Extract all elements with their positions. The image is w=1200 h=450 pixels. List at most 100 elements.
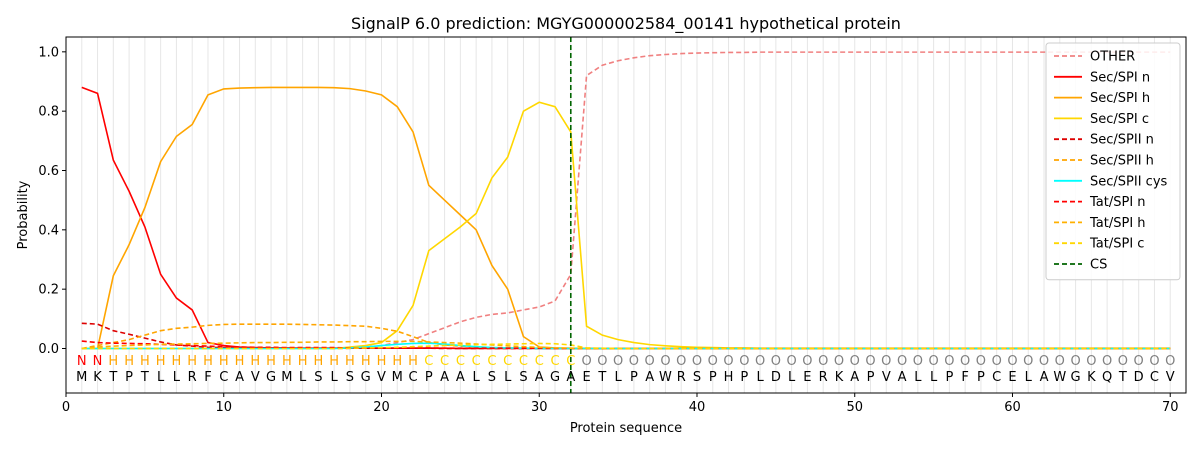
axes: 0 10 20 30 40 50 60 70 0.0 0.2 0.4 0.6 0.8 1.0 bbox=[38, 45, 1178, 415]
region-label: C bbox=[456, 354, 465, 369]
region-label: O bbox=[1102, 354, 1112, 369]
residue-label: S bbox=[314, 370, 322, 385]
region-label: O bbox=[1086, 354, 1096, 369]
residue-label: A bbox=[1040, 370, 1049, 385]
x-axis-label: Protein sequence bbox=[570, 421, 682, 436]
region-label: H bbox=[108, 354, 118, 369]
residue-label: Q bbox=[1102, 370, 1112, 385]
residue-label: V bbox=[1166, 370, 1175, 385]
region-label: C bbox=[519, 354, 528, 369]
residue-label: K bbox=[1087, 370, 1096, 385]
region-label: C bbox=[550, 354, 559, 369]
residue-label: S bbox=[693, 370, 701, 385]
region-label: O bbox=[1165, 354, 1175, 369]
legend-label: OTHER bbox=[1090, 50, 1135, 65]
region-label: C bbox=[503, 354, 512, 369]
region-label: H bbox=[187, 354, 197, 369]
residue-label: H bbox=[724, 370, 734, 385]
region-label: O bbox=[1118, 354, 1128, 369]
region-label: O bbox=[660, 354, 670, 369]
residue-label: G bbox=[550, 370, 560, 385]
region-label: C bbox=[535, 354, 544, 369]
residue-label: A bbox=[456, 370, 465, 385]
residue-label: R bbox=[677, 370, 686, 385]
residue-label: S bbox=[488, 370, 496, 385]
residue-label: C bbox=[992, 370, 1001, 385]
series-line bbox=[81, 342, 1171, 350]
region-label: O bbox=[928, 354, 938, 369]
x-tick-label: 0 bbox=[62, 400, 70, 415]
residue-label: D bbox=[1134, 370, 1144, 385]
residue-label: L bbox=[1025, 370, 1033, 385]
region-label: O bbox=[597, 354, 607, 369]
sequence-labels: NMNKHTHPHTHLHLHRHFHCHAHVHGHMHLHSHLHSHGHV… bbox=[76, 354, 1175, 385]
region-label: O bbox=[1134, 354, 1144, 369]
region-label: C bbox=[566, 354, 575, 369]
residue-label: T bbox=[1118, 370, 1127, 385]
region-label: H bbox=[172, 354, 182, 369]
region-label: O bbox=[708, 354, 718, 369]
series-line bbox=[81, 86, 1171, 350]
chart-title: SignalP 6.0 prediction: MGYG000002584_00… bbox=[351, 14, 901, 34]
region-label: C bbox=[487, 354, 496, 369]
legend-label: Sec/SPII h bbox=[1090, 154, 1154, 169]
region-label: H bbox=[250, 354, 260, 369]
region-label: O bbox=[1007, 354, 1017, 369]
region-label: H bbox=[156, 354, 166, 369]
region-label: C bbox=[440, 354, 449, 369]
residue-label: P bbox=[630, 370, 638, 385]
residue-label: C bbox=[409, 370, 418, 385]
legend-label: CS bbox=[1090, 258, 1107, 273]
region-label: O bbox=[897, 354, 907, 369]
y-tick-label: 0.2 bbox=[38, 283, 59, 298]
region-label: O bbox=[992, 354, 1002, 369]
region-label: H bbox=[361, 354, 371, 369]
residue-label: S bbox=[346, 370, 354, 385]
residue-label: L bbox=[756, 370, 764, 385]
region-label: O bbox=[629, 354, 639, 369]
region-label: O bbox=[881, 354, 891, 369]
region-label: O bbox=[692, 354, 702, 369]
residue-label: R bbox=[188, 370, 197, 385]
series-line bbox=[81, 101, 1171, 350]
y-axis-label: Probability bbox=[16, 180, 31, 249]
y-tick-label: 0.6 bbox=[38, 164, 59, 179]
series-line bbox=[81, 322, 1171, 350]
region-label: H bbox=[377, 354, 387, 369]
residue-label: L bbox=[930, 370, 938, 385]
residue-label: C bbox=[219, 370, 228, 385]
residue-label: T bbox=[140, 370, 149, 385]
legend-label: Sec/SPI c bbox=[1090, 112, 1149, 127]
residue-label: A bbox=[535, 370, 544, 385]
residue-label: E bbox=[803, 370, 811, 385]
residue-label: G bbox=[266, 370, 276, 385]
residue-label: K bbox=[835, 370, 844, 385]
region-label: O bbox=[755, 354, 765, 369]
grid bbox=[81, 37, 1171, 393]
residue-label: F bbox=[204, 370, 211, 385]
residue-label: T bbox=[108, 370, 117, 385]
region-label: O bbox=[1055, 354, 1065, 369]
region-label: O bbox=[850, 354, 860, 369]
x-tick-label: 40 bbox=[689, 400, 706, 415]
region-label: O bbox=[613, 354, 623, 369]
residue-label: P bbox=[740, 370, 748, 385]
x-tick-label: 30 bbox=[531, 400, 548, 415]
residue-label: L bbox=[157, 370, 165, 385]
y-tick-label: 0.0 bbox=[38, 342, 59, 357]
residue-label: A bbox=[850, 370, 859, 385]
legend-label: Tat/SPI n bbox=[1089, 195, 1146, 210]
residue-label: L bbox=[788, 370, 796, 385]
residue-label: L bbox=[331, 370, 339, 385]
y-tick-label: 0.8 bbox=[38, 105, 59, 120]
region-label: C bbox=[472, 354, 481, 369]
legend-label: Sec/SPI n bbox=[1090, 70, 1150, 85]
region-label: H bbox=[235, 354, 245, 369]
x-tick-label: 50 bbox=[846, 400, 863, 415]
residue-label: A bbox=[235, 370, 244, 385]
residue-label: L bbox=[173, 370, 181, 385]
region-label: O bbox=[960, 354, 970, 369]
residue-label: E bbox=[582, 370, 590, 385]
residue-label: G bbox=[361, 370, 371, 385]
